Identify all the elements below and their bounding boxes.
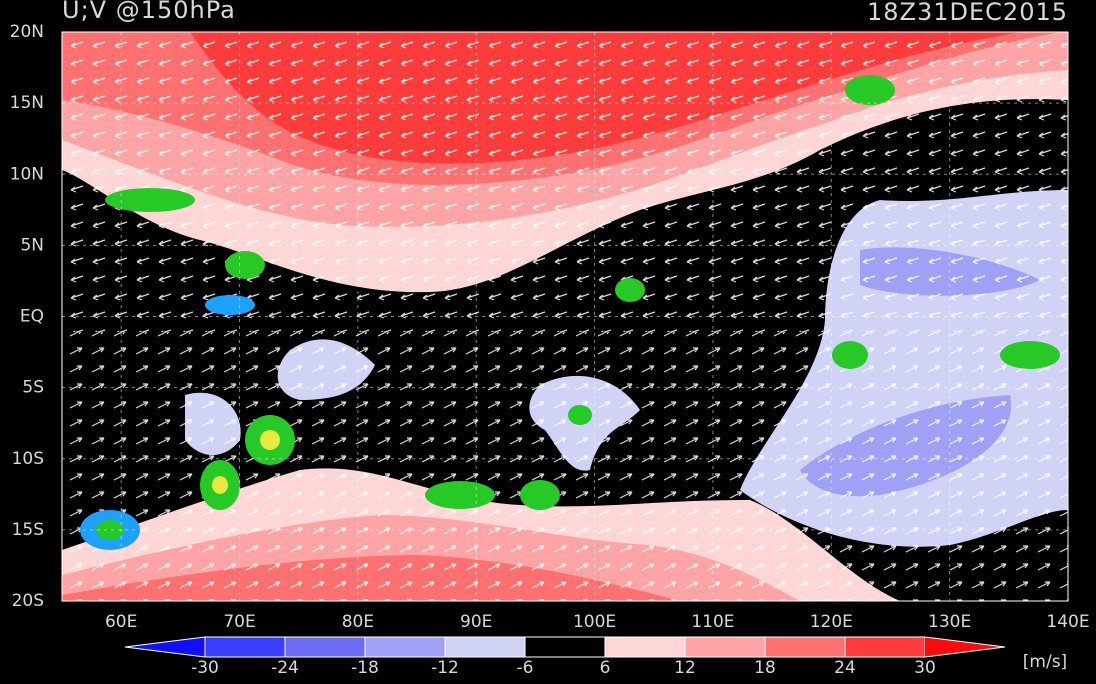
lat-label: 15S bbox=[12, 520, 44, 540]
colorbar-label: -18 bbox=[351, 658, 379, 678]
lon-label: 100E bbox=[573, 612, 616, 632]
colorbar-segment bbox=[285, 637, 365, 657]
lat-label: 15N bbox=[10, 93, 44, 113]
lon-label: 80E bbox=[342, 612, 374, 632]
lon-label: 140E bbox=[1046, 612, 1089, 632]
lat-label: 10S bbox=[12, 449, 44, 469]
colorbar-label: 30 bbox=[914, 658, 936, 678]
lon-label: 90E bbox=[460, 612, 492, 632]
colorbar-extend-low bbox=[125, 637, 205, 657]
colorbar-label: -30 bbox=[191, 658, 219, 678]
colorbar-segment bbox=[365, 637, 445, 657]
colorbar-label: -24 bbox=[271, 658, 299, 678]
lat-label: 20S bbox=[12, 591, 44, 611]
colorbar-label: -12 bbox=[431, 658, 459, 678]
lon-label: 130E bbox=[928, 612, 971, 632]
lon-label: 110E bbox=[691, 612, 734, 632]
title: U;V @150hPa bbox=[62, 0, 236, 24]
wind-arrows-north bbox=[62, 32, 1068, 332]
map-frame bbox=[61, 31, 1069, 602]
colorbar-label: 12 bbox=[674, 658, 696, 678]
colorbar-label: -6 bbox=[517, 658, 534, 678]
lat-label: 20N bbox=[10, 22, 44, 42]
timestamp: 18Z31DEC2015 bbox=[867, 0, 1068, 26]
colorbar-outline bbox=[124, 636, 1006, 658]
colorbar-segment bbox=[445, 637, 525, 657]
lon-label: 120E bbox=[810, 612, 853, 632]
lat-label: 10N bbox=[10, 164, 44, 184]
lat-label: 5S bbox=[22, 378, 44, 398]
convection-patches bbox=[80, 75, 1060, 550]
wind-field bbox=[62, 32, 1068, 601]
colorbar-segment bbox=[205, 637, 285, 657]
lon-label: 70E bbox=[223, 612, 255, 632]
lat-label: 5N bbox=[20, 235, 44, 255]
colorbar-extend-high bbox=[925, 637, 1005, 657]
colorbar-segment bbox=[765, 637, 845, 657]
colorbar-segment bbox=[685, 637, 765, 657]
lon-label: 60E bbox=[105, 612, 137, 632]
lat-label: EQ bbox=[20, 307, 44, 327]
colorbar-segment bbox=[525, 637, 605, 657]
colorbar-label: 24 bbox=[834, 658, 856, 678]
colorbar-label: 18 bbox=[754, 658, 776, 678]
colorbar-segment bbox=[605, 637, 685, 657]
colorbar-segment bbox=[845, 637, 925, 657]
colorbar-unit: [m/s] bbox=[1023, 652, 1067, 672]
colorbar: -30 -24 -18 -12 -6 6 12 18 24 30 bbox=[124, 636, 1006, 678]
colorbar-label: 6 bbox=[600, 658, 611, 678]
